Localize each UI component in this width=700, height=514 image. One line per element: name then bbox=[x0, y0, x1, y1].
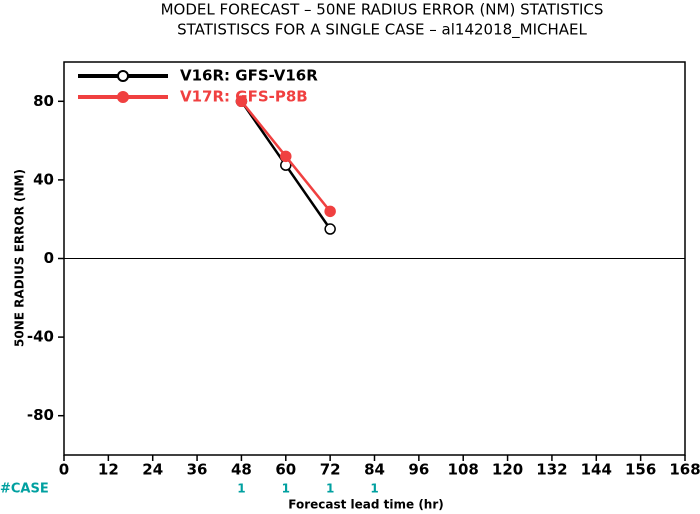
legend-label: V16R: GFS-V16R bbox=[180, 67, 318, 85]
x-tick-label: 36 bbox=[187, 461, 208, 479]
x-tick-label: 120 bbox=[492, 461, 523, 479]
x-tick-label: 48 bbox=[231, 461, 252, 479]
x-tick-label: 168 bbox=[669, 461, 700, 479]
x-tick-label: 108 bbox=[448, 461, 479, 479]
case-count: 1 bbox=[326, 482, 334, 496]
x-tick-label: 0 bbox=[59, 461, 69, 479]
case-count: 1 bbox=[237, 482, 245, 496]
x-tick-label: 24 bbox=[142, 461, 163, 479]
y-tick-label: 80 bbox=[33, 92, 54, 110]
legend-marker bbox=[117, 70, 129, 82]
legend-label: V17R: GFS-P8B bbox=[180, 88, 308, 106]
x-tick-label: 144 bbox=[581, 461, 612, 479]
series-marker bbox=[235, 95, 248, 108]
chart-subtitle: STATISTISCS FOR A SINGLE CASE – al142018… bbox=[177, 21, 587, 40]
y-tick-label: -80 bbox=[27, 406, 54, 424]
x-tick-label: 156 bbox=[625, 461, 656, 479]
series-marker bbox=[324, 205, 336, 218]
case-count: 1 bbox=[370, 482, 378, 496]
y-axis-label: 50NE RADIUS ERROR (NM) bbox=[13, 169, 27, 347]
y-tick-label: 0 bbox=[44, 249, 54, 267]
x-axis-label: Forecast lead time (hr) bbox=[288, 498, 444, 512]
y-tick-label: -40 bbox=[27, 328, 54, 346]
legend-marker bbox=[117, 91, 129, 103]
series-marker bbox=[280, 150, 292, 163]
x-tick-label: 96 bbox=[408, 461, 429, 479]
series-marker bbox=[324, 223, 336, 235]
x-tick-label: 84 bbox=[364, 461, 385, 479]
x-tick-label: 60 bbox=[275, 461, 296, 479]
chart-title: MODEL FORECAST – 50NE RADIUS ERROR (NM) … bbox=[161, 1, 604, 19]
x-tick-label: 72 bbox=[320, 461, 341, 479]
x-tick-label: 12 bbox=[98, 461, 119, 479]
y-tick-label: 40 bbox=[33, 170, 54, 188]
x-tick-label: 132 bbox=[536, 461, 567, 479]
case-count: 1 bbox=[282, 482, 290, 496]
case-label: #CASE bbox=[0, 482, 49, 497]
